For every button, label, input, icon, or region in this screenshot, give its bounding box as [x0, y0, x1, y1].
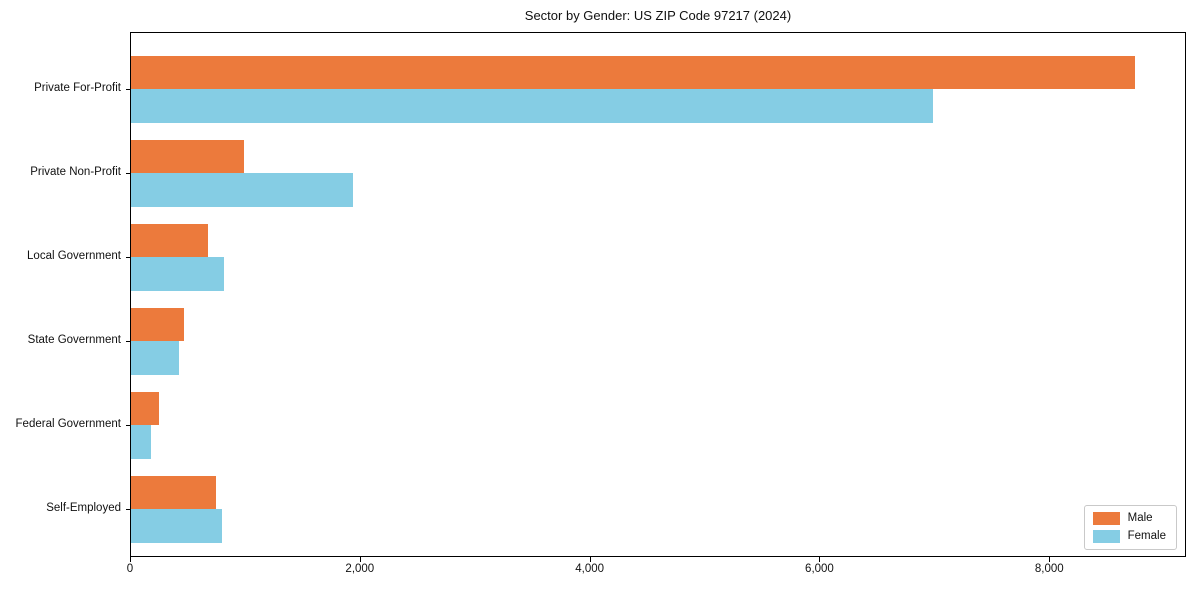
legend-label: Male — [1127, 512, 1153, 524]
bar-male-federal-government — [131, 391, 159, 425]
x-tick-mark — [589, 557, 591, 562]
bar-female-private-non-profit — [131, 173, 353, 207]
x-tick-mark — [1049, 557, 1051, 562]
x-axis-labels: 0 2,000 4,000 6,000 8,000 — [127, 563, 1186, 583]
y-axis-labels: Private For-Profit Private Non-Profit Loca… — [0, 32, 121, 557]
bar-male-private-non-profit — [131, 139, 244, 173]
plot-area: Male Female — [126, 32, 1186, 562]
y-tick-mark — [126, 341, 131, 342]
y-tick-mark — [126, 257, 131, 258]
y-tick-label: Local Government — [27, 250, 121, 262]
bar-male-state-government — [131, 307, 184, 341]
y-tick-mark — [126, 173, 131, 174]
legend-swatch-female — [1092, 530, 1120, 543]
legend-label: Female — [1127, 530, 1166, 542]
y-tick-mark — [126, 425, 131, 426]
bar-female-federal-government — [131, 425, 152, 459]
legend-entry-female: Female — [1092, 530, 1166, 543]
x-tick-label: 8,000 — [1034, 563, 1064, 575]
bar-female-private-for-profit — [131, 89, 934, 123]
bar-male-local-government — [131, 223, 208, 257]
bar-male-private-for-profit — [131, 55, 1136, 89]
bar-female-state-government — [131, 341, 179, 375]
legend-entry-male: Male — [1092, 512, 1166, 525]
y-tick-label: Private For-Profit — [34, 82, 121, 94]
legend: Male Female — [1083, 505, 1177, 550]
y-tick-mark — [126, 89, 131, 90]
x-tick-mark — [819, 557, 821, 562]
bar-female-self-employed — [131, 509, 222, 543]
x-tick-label: 0 — [126, 563, 134, 575]
chart-title: Sector by Gender: US ZIP Code 97217 (202… — [524, 8, 792, 23]
x-tick-mark — [359, 557, 361, 562]
x-tick-label: 4,000 — [575, 563, 605, 575]
y-tick-label: State Government — [27, 334, 121, 346]
y-tick-label: Self-Employed — [46, 502, 121, 514]
bar-female-local-government — [131, 257, 225, 291]
legend-swatch-male — [1092, 512, 1120, 525]
y-tick-label: Federal Government — [15, 418, 121, 430]
x-tick-mark — [130, 557, 131, 562]
x-tick-label: 6,000 — [805, 563, 834, 575]
x-tick-label: 2,000 — [345, 563, 375, 575]
y-tick-label: Private Non-Profit — [30, 166, 121, 178]
bar-male-self-employed — [131, 475, 217, 509]
y-tick-mark — [126, 509, 131, 510]
